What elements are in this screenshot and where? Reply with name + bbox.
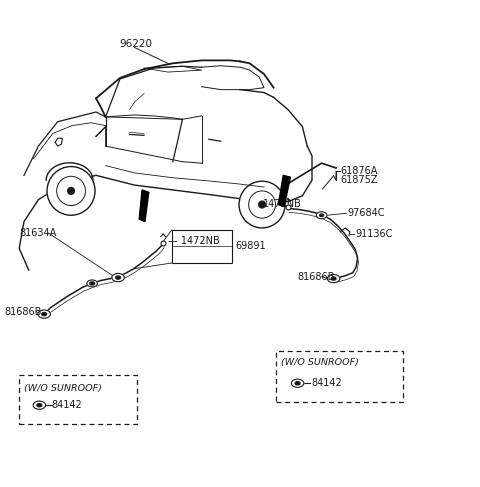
Text: 84142: 84142	[52, 400, 83, 410]
Text: 96220: 96220	[119, 39, 152, 49]
Bar	[172, 230, 232, 263]
Ellipse shape	[327, 275, 340, 282]
Ellipse shape	[291, 379, 304, 387]
Text: (W/O SUNROOF): (W/O SUNROOF)	[24, 384, 102, 393]
Ellipse shape	[331, 277, 336, 280]
Ellipse shape	[316, 212, 327, 219]
Text: 61876A: 61876A	[341, 167, 378, 176]
Text: (W/O SUNROOF): (W/O SUNROOF)	[281, 358, 359, 367]
Ellipse shape	[295, 382, 300, 385]
Text: 91136C: 91136C	[355, 229, 393, 239]
Polygon shape	[278, 175, 290, 206]
Text: 69891: 69891	[236, 242, 266, 251]
Circle shape	[68, 187, 74, 194]
Circle shape	[47, 167, 95, 215]
Text: 84142: 84142	[311, 378, 342, 388]
Ellipse shape	[87, 280, 97, 287]
Ellipse shape	[320, 214, 324, 217]
Text: 81634A: 81634A	[19, 228, 57, 238]
Text: 1472NB: 1472NB	[263, 199, 302, 208]
Ellipse shape	[116, 276, 120, 279]
Text: 97684C: 97684C	[348, 208, 385, 218]
Ellipse shape	[90, 282, 95, 285]
Text: — 1472NB: — 1472NB	[168, 236, 220, 245]
Ellipse shape	[42, 313, 47, 316]
Circle shape	[239, 181, 285, 228]
Ellipse shape	[112, 274, 124, 281]
Ellipse shape	[37, 404, 42, 407]
Circle shape	[259, 201, 265, 208]
Text: 81686B: 81686B	[5, 307, 42, 317]
Polygon shape	[139, 190, 149, 222]
Text: 81686B: 81686B	[298, 272, 335, 281]
Text: 61875Z: 61875Z	[341, 175, 378, 185]
Ellipse shape	[38, 310, 50, 318]
Ellipse shape	[33, 401, 46, 409]
